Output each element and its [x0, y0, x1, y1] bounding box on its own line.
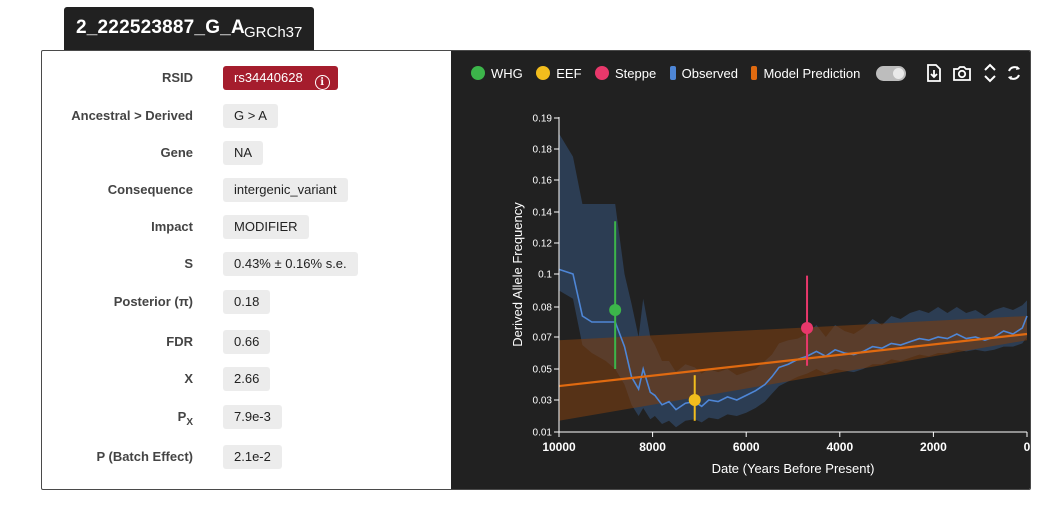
population-point: [801, 322, 814, 334]
info-label: Consequence: [107, 182, 193, 197]
y-tick-label: 0.12: [533, 239, 553, 250]
display-toggle[interactable]: [876, 66, 906, 81]
info-icon[interactable]: i: [314, 75, 330, 90]
x-tick-label: 0: [1024, 440, 1031, 454]
legend-swatch: [471, 66, 485, 81]
info-label: X: [184, 371, 193, 386]
x-axis-title: Date (Years Before Present): [712, 461, 875, 476]
allele-frequency-chart: 0.01 0.03 0.05 0.07 0.08 0.1 0.12 0.14 0.16 0.18 0…: [510, 114, 1031, 477]
info-label: RSID: [161, 70, 193, 85]
variant-title-tab: 2_222523887_G_A GRCh37: [64, 7, 314, 50]
y-tick-label: 0.07: [533, 333, 553, 344]
chart-legend: WHG EEF Steppe Observed Model Prediction: [471, 65, 869, 85]
info-row-impact: Impact MODIFIER: [42, 213, 451, 241]
legend-item-model[interactable]: Model Prediction: [751, 66, 860, 81]
y-tick-label: 0.1: [538, 270, 552, 281]
model-prediction-line: [558, 332, 1028, 388]
info-label: S: [184, 256, 193, 271]
x-tick-label: 10000: [542, 440, 576, 454]
toggle-knob: [893, 68, 904, 79]
y-tick-label: 0.01: [533, 428, 553, 439]
info-value: 0.66: [223, 330, 271, 354]
info-value: MODIFIER: [223, 215, 309, 239]
population-point-steppe: [801, 275, 814, 366]
info-value: 2.1e-2: [223, 445, 282, 469]
variant-info-panel: RSID rs34440628 i Ancestral > Derived G >…: [42, 51, 451, 489]
legend-swatch: [669, 66, 676, 81]
info-row-fdr: FDR 0.66: [42, 328, 451, 356]
info-row-gene: Gene NA: [42, 139, 451, 167]
observed-line: [558, 268, 1028, 411]
legend-label: WHG: [491, 66, 523, 82]
population-point-whg: [609, 221, 622, 369]
y-tick-label: 0.19: [533, 114, 553, 125]
info-value: NA: [223, 141, 264, 165]
legend-item-steppe[interactable]: Steppe: [594, 66, 657, 82]
x-tick-label: 6000: [733, 440, 760, 454]
file-download-icon[interactable]: [924, 63, 944, 83]
plot-panel: WHG EEF Steppe Observed Model Prediction…: [451, 51, 1031, 489]
camera-icon[interactable]: [952, 63, 972, 83]
info-label-sub: X: [186, 417, 193, 428]
info-label: Posterior (π): [113, 294, 193, 309]
population-point: [688, 394, 701, 406]
legend-swatch: [536, 66, 551, 81]
info-row-rsid: RSID rs34440628 i: [42, 64, 451, 92]
info-label: FDR: [166, 334, 193, 349]
y-tick-label: 0.16: [533, 176, 553, 187]
x-tick-label: 8000: [639, 440, 666, 454]
info-row-alleles: Ancestral > Derived G > A: [42, 102, 451, 130]
info-value: 7.9e-3: [223, 405, 282, 429]
legend-swatch: [751, 66, 758, 81]
info-row-px: PX 7.9e-3: [42, 403, 451, 431]
y-tick-label: 0.05: [533, 365, 553, 376]
y-axis-title: Derived Allele Frequency: [510, 202, 525, 347]
info-row-batch-effect: P (Batch Effect) 2.1e-2: [42, 443, 451, 471]
legend-label: EEF: [556, 66, 582, 82]
info-row-posterior: Posterior (π) 0.18: [42, 288, 451, 316]
y-tick-label: 0.03: [533, 396, 553, 407]
info-row-x: X 2.66: [42, 365, 451, 393]
variant-card: RSID rs34440628 i Ancestral > Derived G >…: [41, 50, 1031, 490]
y-tick-label: 0.14: [533, 208, 553, 219]
genome-build: GRCh37: [244, 24, 303, 41]
y-tick-label: 0.18: [533, 145, 553, 156]
info-value: 0.18: [223, 290, 271, 314]
x-tick-label: 4000: [826, 440, 853, 454]
info-row-consequence: Consequence intergenic_variant: [42, 176, 451, 204]
info-value: G > A: [223, 104, 278, 128]
info-label-main: P: [177, 409, 187, 424]
legend-label: Steppe: [614, 66, 657, 82]
info-value: 0.43% ± 0.16% s.e.: [223, 252, 358, 276]
info-label: P (Batch Effect): [96, 449, 193, 464]
info-value: intergenic_variant: [223, 178, 348, 202]
x-tick-label: 2000: [920, 440, 947, 454]
rsid-badge[interactable]: rs34440628 i: [223, 66, 338, 90]
info-row-selection: S 0.43% ± 0.16% s.e.: [42, 250, 451, 278]
info-label: Impact: [151, 219, 193, 234]
y-tick-label: 0.08: [533, 303, 553, 314]
legend-item-observed[interactable]: Observed: [669, 66, 739, 82]
info-label: PX: [178, 403, 193, 437]
legend-label: Observed: [681, 66, 739, 82]
legend-item-eef[interactable]: EEF: [536, 66, 582, 82]
rsid-value: rs34440628: [234, 70, 303, 85]
refresh-icon[interactable]: [1004, 63, 1024, 83]
variant-id: 2_222523887_G_A: [76, 17, 245, 38]
info-label: Gene: [160, 145, 193, 160]
legend-item-whg[interactable]: WHG: [471, 66, 523, 81]
legend-swatch: [594, 66, 609, 81]
population-point-eef: [688, 375, 701, 421]
legend-label: Model Prediction: [763, 66, 861, 82]
info-label: Ancestral > Derived: [71, 108, 193, 123]
expand-icon[interactable]: [980, 63, 1000, 83]
info-value: 2.66: [223, 367, 271, 391]
population-point: [609, 304, 622, 316]
